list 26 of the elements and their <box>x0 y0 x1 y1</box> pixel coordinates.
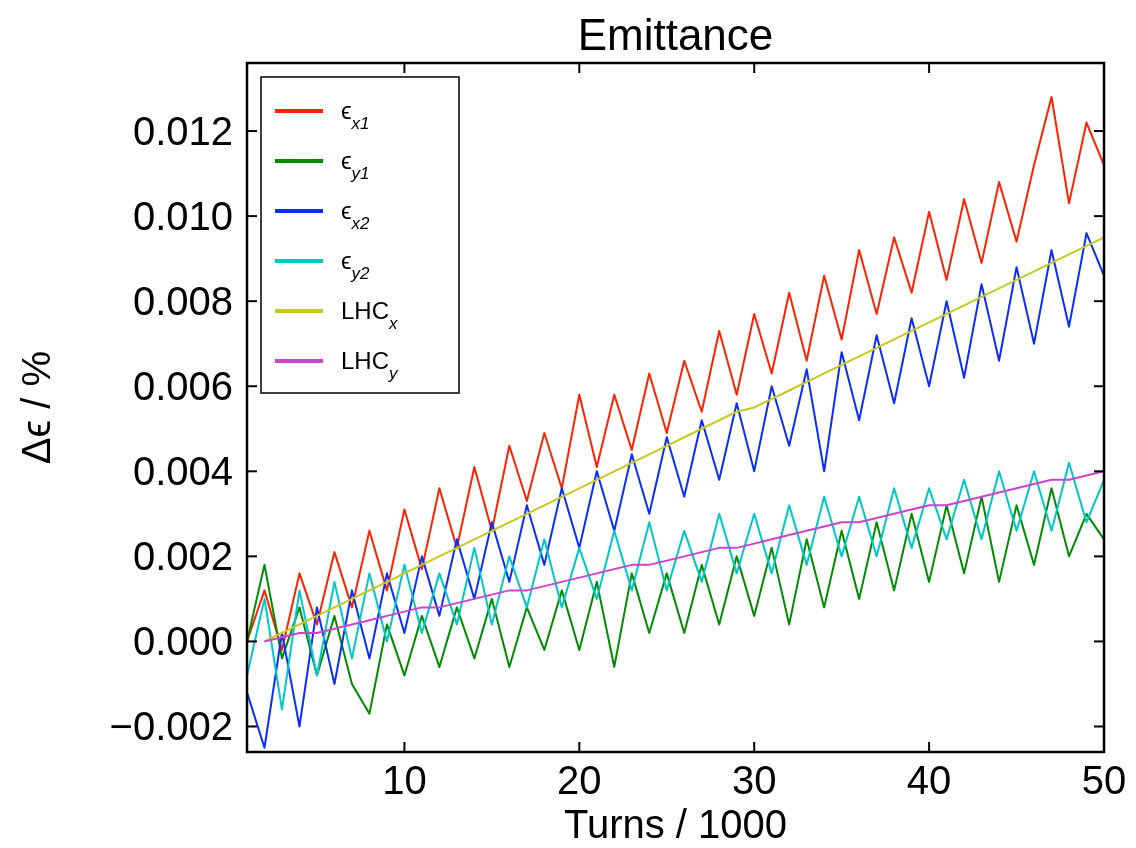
y-tick-label: 0.010 <box>132 194 233 239</box>
legend-label: LHC$_{y}$ <box>341 347 400 383</box>
y-tick-label: 0.006 <box>132 364 233 409</box>
x-tick-label: 10 <box>382 758 427 802</box>
y-tick-label: 0.004 <box>132 449 233 494</box>
legend-label: ϵ$_{y2}$ <box>341 247 371 283</box>
legend-label: LHC$_{x}$ <box>341 297 399 333</box>
y-tick-label: 0.012 <box>132 109 233 154</box>
y-tick-label: 0.000 <box>132 619 233 664</box>
y-tick-label: 0.008 <box>132 279 233 324</box>
legend-label: ϵ$_{x2}$ <box>341 197 371 233</box>
line-series <box>246 96 1105 651</box>
line-series <box>263 236 1105 643</box>
x-tick-label: 30 <box>731 758 777 802</box>
chart-title: Emittance <box>577 10 774 59</box>
legend-label: ϵ$_{y1}$ <box>341 147 370 183</box>
line-series <box>263 470 1105 643</box>
x-tick-label: 50 <box>1081 758 1127 802</box>
y-tick-label: 0.002 <box>132 534 233 579</box>
y-axis-title: Δϵ / % <box>14 350 58 465</box>
y-tick-label: −0.002 <box>109 704 233 749</box>
x-axis-title: Turns / 1000 <box>563 802 788 846</box>
legend-label: ϵ$_{x1}$ <box>341 97 370 133</box>
line-series <box>246 232 1105 749</box>
x-tick-label: 40 <box>906 758 952 802</box>
x-tick-label: 20 <box>557 758 602 802</box>
